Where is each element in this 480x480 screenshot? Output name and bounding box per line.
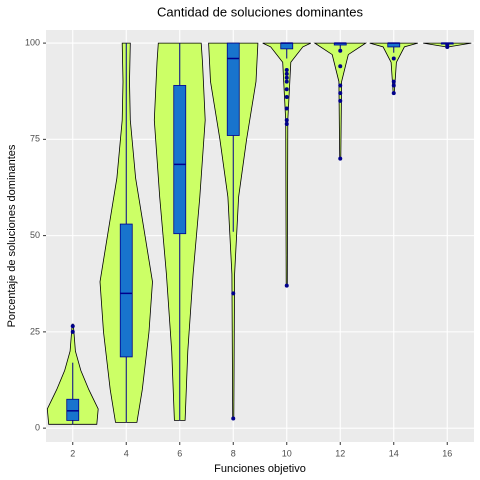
y-tick-label: 50	[30, 230, 40, 240]
x-axis-label: Funciones objetivo	[214, 463, 306, 475]
x-tick-label: 4	[124, 448, 129, 458]
outlier	[391, 83, 396, 88]
y-tick-label: 100	[25, 37, 40, 47]
outlier	[338, 48, 343, 53]
x-tick-label: 12	[335, 448, 345, 458]
outlier	[284, 71, 289, 76]
x-tick-label: 14	[389, 448, 399, 458]
outlier	[284, 106, 289, 111]
box	[226, 42, 240, 136]
outlier	[391, 56, 396, 61]
outlier	[338, 64, 343, 69]
box	[119, 223, 133, 358]
y-tick-label: 25	[30, 326, 40, 336]
outlier	[284, 94, 289, 99]
outlier	[284, 87, 289, 92]
x-tick-label: 2	[70, 448, 75, 458]
outlier	[284, 68, 289, 73]
outlier	[284, 118, 289, 123]
outlier	[338, 83, 343, 88]
x-tick-label: 16	[442, 448, 452, 458]
box	[173, 85, 187, 235]
y-axis-label: Porcentaje de soluciones dominantes	[6, 144, 18, 327]
violin	[262, 42, 311, 287]
outlier	[338, 98, 343, 103]
outlier	[338, 91, 343, 96]
outlier	[231, 416, 236, 421]
x-tick-label: 6	[177, 448, 182, 458]
outlier	[70, 329, 75, 334]
outlier	[445, 44, 450, 49]
chart-title: Cantidad de soluciones dominantes	[157, 4, 363, 19]
box	[280, 42, 294, 50]
y-tick-label: 0	[35, 423, 40, 433]
outlier	[391, 79, 396, 84]
outlier	[338, 156, 343, 161]
x-tick-label: 8	[231, 448, 236, 458]
outlier	[284, 283, 289, 288]
y-tick-label: 75	[30, 134, 40, 144]
outlier	[231, 291, 236, 296]
outlier	[284, 75, 289, 80]
outlier	[70, 324, 75, 329]
box	[66, 398, 80, 421]
x-tick-label: 10	[282, 448, 292, 458]
outlier	[284, 121, 289, 126]
outlier	[284, 79, 289, 84]
outlier	[391, 91, 396, 96]
